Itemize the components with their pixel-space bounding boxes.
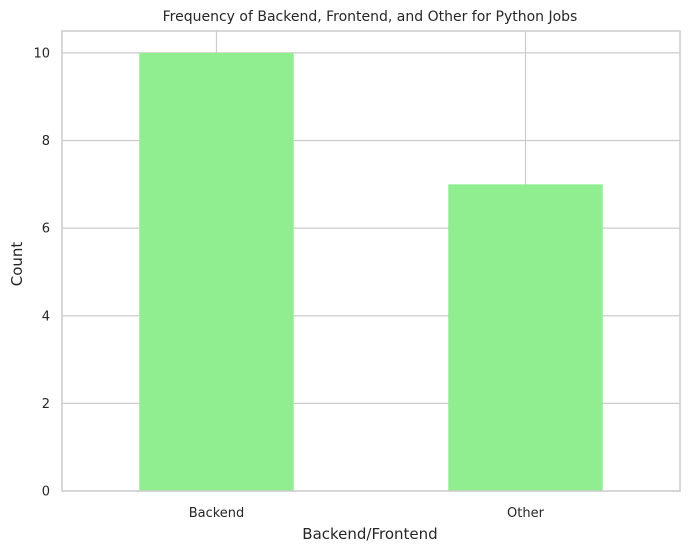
- y-axis-ticks: 0 2 4 6 8 10: [33, 46, 50, 499]
- x-tick-label: Backend: [189, 506, 245, 521]
- y-tick-label: 2: [42, 397, 50, 412]
- y-tick-label: 6: [42, 222, 50, 237]
- chart-title: Frequency of Backend, Frontend, and Othe…: [163, 9, 578, 25]
- x-tick-label: Other: [507, 506, 545, 521]
- y-tick-label: 10: [33, 46, 50, 61]
- bar-other: [448, 184, 603, 492]
- y-axis-label: Count: [8, 242, 26, 287]
- bar-backend: [139, 52, 294, 492]
- y-tick-label: 4: [42, 309, 50, 324]
- bars: [139, 52, 603, 492]
- plot-area-frame: [61, 30, 681, 492]
- x-axis-ticks: Backend Other: [189, 506, 545, 521]
- x-axis-label: Backend/Frontend: [302, 525, 437, 543]
- y-tick-label: 8: [42, 134, 50, 149]
- y-tick-label: 0: [42, 485, 50, 500]
